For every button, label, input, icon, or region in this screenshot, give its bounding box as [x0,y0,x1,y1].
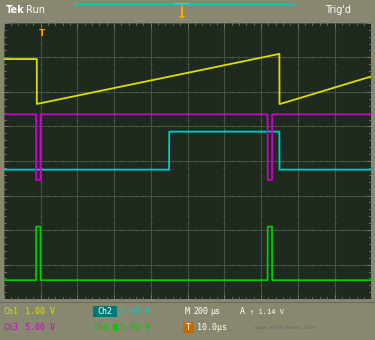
Text: M: M [185,307,190,316]
Text: 5.00 V: 5.00 V [120,307,150,316]
Text: 1.00 V: 1.00 V [25,307,55,316]
Text: A: A [240,307,245,316]
Text: μs: μs [210,307,220,316]
FancyBboxPatch shape [93,306,117,317]
Text: ↑ 1.14 V: ↑ 1.14 V [250,309,284,315]
Text: 5.00 V: 5.00 V [25,323,55,332]
FancyBboxPatch shape [183,322,194,333]
Text: Ch4: Ch4 [93,323,108,332]
Text: Trig'd: Trig'd [325,5,351,15]
Text: Ch1: Ch1 [3,307,18,316]
Text: T: T [186,323,191,332]
Text: Ch2: Ch2 [98,307,112,316]
Text: T: T [39,29,45,38]
Text: Run: Run [26,5,45,15]
Text: 5.00 V: 5.00 V [120,323,150,332]
Polygon shape [178,16,186,19]
Text: 200: 200 [193,307,208,316]
Text: 10.0μs: 10.0μs [197,323,227,332]
Text: www.elecfans.com: www.elecfans.com [255,325,315,330]
Text: Tek: Tek [6,5,24,15]
FancyBboxPatch shape [113,324,118,331]
Text: Ch3: Ch3 [3,323,18,332]
